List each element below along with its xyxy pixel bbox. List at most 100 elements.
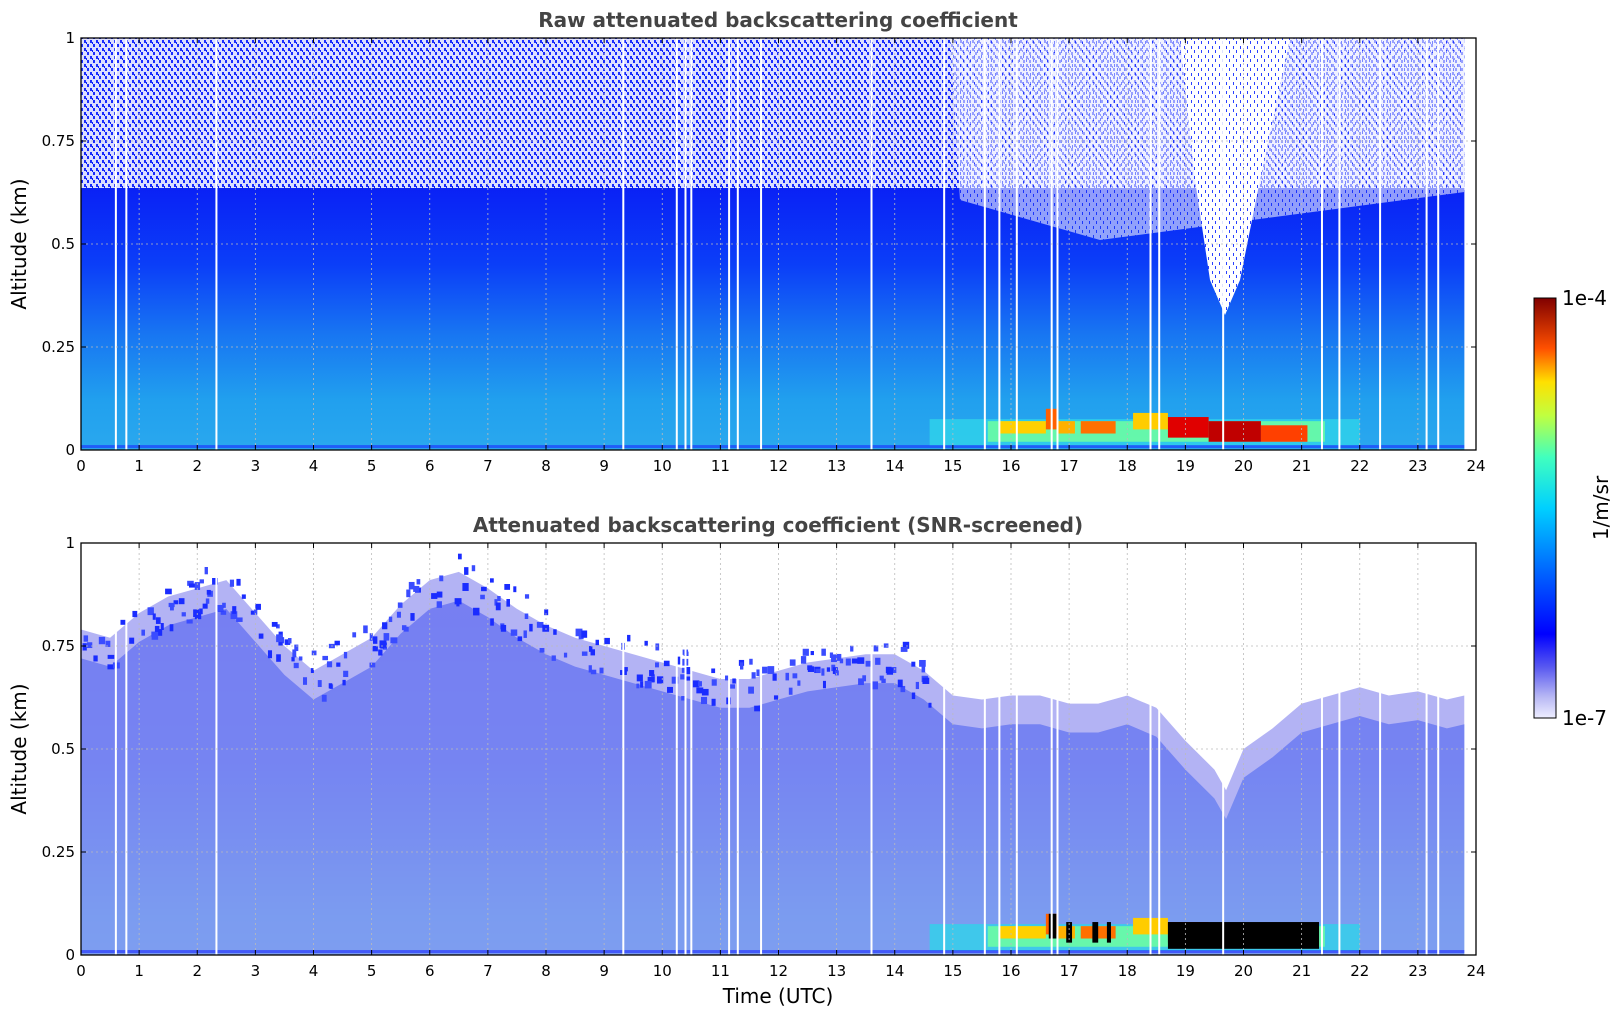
x-tick-label: 19	[1176, 962, 1195, 980]
noise-speckle	[767, 666, 775, 674]
y-tick-label: 0.5	[51, 235, 75, 253]
noise-speckle	[160, 623, 164, 630]
noise-speckle	[696, 687, 704, 694]
x-tick-label: 22	[1350, 962, 1369, 980]
data-gap-line	[1222, 543, 1225, 955]
noise-speckle	[636, 674, 643, 682]
data-gap-line	[1149, 38, 1152, 450]
noise-speckle	[551, 655, 556, 661]
noise-speckle	[599, 667, 604, 674]
noise-speckle	[132, 610, 138, 618]
noise-speckle	[291, 656, 295, 662]
noise-speckle	[725, 675, 729, 681]
data-gap-line	[1437, 38, 1440, 450]
noise-speckle	[810, 651, 814, 656]
raw-backscatter-panel: 0 1 2 3 4 5 6 7 8 9 10 11 12 13 14 15 16 17 18 19 20 21 22 23 24…	[7, 8, 1486, 475]
noise-speckle	[539, 647, 545, 653]
y-tick-label: 0	[65, 441, 75, 459]
x-tick-label: 5	[367, 962, 377, 980]
noise-speckle	[858, 678, 864, 686]
noise-speckle	[372, 646, 378, 652]
noise-speckle	[826, 667, 831, 672]
noise-speckle	[681, 667, 686, 673]
noise-speckle	[711, 698, 716, 706]
noise-speckle	[513, 586, 517, 593]
noise-speckle	[834, 670, 839, 676]
aerosol-hotspot	[999, 926, 1046, 939]
noise-speckle	[883, 643, 889, 648]
x-tick-label: 2	[192, 457, 202, 475]
noise-speckle	[788, 687, 793, 695]
noise-speckle	[129, 637, 135, 644]
noise-speckle	[578, 634, 584, 640]
noise-speckle	[698, 681, 702, 687]
noise-speckle	[334, 640, 340, 646]
noise-speckle	[922, 677, 930, 684]
noise-speckle	[317, 680, 322, 688]
data-gap-line	[1222, 38, 1225, 450]
no-data-region	[1464, 38, 1476, 450]
noise-speckle	[885, 666, 892, 674]
noise-speckle	[517, 636, 523, 642]
aerosol-hotspot	[1080, 421, 1116, 434]
noise-speckle	[258, 633, 264, 639]
x-tick-label: 21	[1292, 962, 1311, 980]
data-gap-line	[998, 543, 1001, 955]
noise-speckle	[293, 662, 299, 669]
noise-speckle	[536, 621, 544, 628]
noise-speckle	[604, 637, 610, 645]
noise-speckle	[792, 673, 798, 679]
x-tick-label: 9	[599, 457, 609, 475]
noise-speckle	[326, 661, 333, 668]
noise-speckle	[278, 640, 283, 646]
noise-speckle	[206, 589, 211, 595]
noise-speckle	[287, 638, 292, 644]
raw-noise-right	[950, 38, 1476, 240]
x-tick-label: 13	[827, 962, 846, 980]
y-tick-label: 1	[65, 534, 75, 552]
noise-speckle	[773, 695, 779, 700]
noise-speckle	[692, 680, 700, 688]
noise-speckle	[401, 625, 407, 631]
x-tick-label: 6	[425, 962, 435, 980]
noise-speckle	[222, 602, 226, 608]
noise-speckle	[575, 628, 583, 637]
noise-speckle	[871, 681, 879, 690]
noise-speckle	[595, 639, 599, 646]
screened-backscatter-panel: 0 1 2 3 4 5 6 7 8 9 10 11 12 13 14 15 16 17 18 19 20 21 22 23 24…	[7, 513, 1486, 1008]
x-tick-label: 3	[251, 962, 261, 980]
noise-speckle	[700, 696, 708, 705]
noise-speckle	[831, 654, 837, 663]
x-tick-label: 0	[76, 962, 86, 980]
noise-speckle	[789, 659, 796, 666]
noise-speckle	[439, 575, 444, 582]
noise-speckle	[680, 674, 687, 680]
data-gap-line	[1158, 38, 1161, 450]
noise-speckle	[193, 609, 200, 618]
data-gap-line	[622, 543, 625, 955]
noise-speckle	[480, 594, 485, 600]
noise-speckle	[369, 633, 373, 641]
noise-speckle	[188, 583, 196, 588]
x-tick-label: 19	[1176, 457, 1195, 475]
noise-speckle	[343, 651, 348, 659]
noise-speckle	[383, 633, 390, 641]
x-tick-label: 16	[1001, 962, 1020, 980]
noise-speckle	[342, 679, 346, 686]
noise-speckle	[581, 651, 588, 656]
noise-speckle	[800, 656, 807, 664]
noise-speckle	[431, 593, 438, 599]
noise-speckle	[850, 645, 854, 652]
y-tick-label: 0.5	[51, 740, 75, 758]
x-tick-label: 15	[943, 962, 962, 980]
noise-speckle	[732, 678, 736, 684]
x-tick-label: 14	[885, 457, 904, 475]
x-tick-label: 0	[76, 457, 86, 475]
noise-speckle	[701, 688, 709, 696]
noise-speckle	[165, 588, 172, 595]
noise-speckle	[748, 686, 754, 694]
noise-speckle	[298, 656, 303, 661]
noise-speckle	[862, 675, 867, 682]
noise-speckle	[821, 668, 825, 676]
noise-speckle	[120, 619, 126, 625]
